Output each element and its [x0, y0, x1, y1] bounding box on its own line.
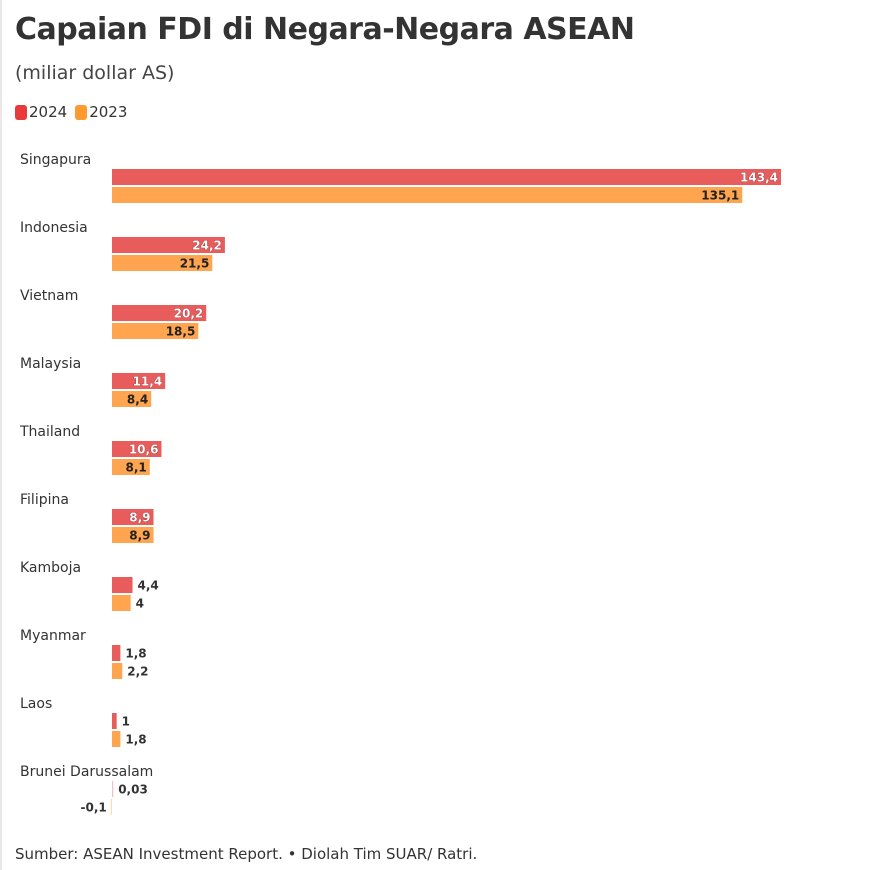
bar-2023 [112, 187, 743, 203]
legend-label: 2024 [29, 103, 68, 121]
data-label: 8,4 [127, 393, 148, 407]
legend-label: 2023 [89, 103, 128, 121]
data-label: 8,9 [129, 529, 150, 543]
bar-2024 [112, 237, 225, 253]
legend-swatch [75, 104, 88, 120]
category-label: Thailand [19, 424, 80, 440]
bar-2023 [112, 527, 154, 543]
data-label: 21,5 [180, 257, 210, 271]
source-note: Sumber: ASEAN Investment Report. • Diola… [15, 845, 478, 863]
bar-2024 [112, 305, 207, 321]
bar-2023 [112, 595, 131, 611]
category-label: Kamboja [20, 560, 81, 576]
bar-2024 [112, 713, 117, 729]
data-label: 0,03 [118, 783, 148, 797]
data-label: 4,4 [138, 579, 159, 593]
data-label: 2,2 [127, 665, 148, 679]
bar-2024 [112, 441, 162, 457]
data-label: 10,6 [129, 443, 159, 457]
category-label: Laos [20, 696, 52, 712]
data-label: 1,8 [125, 733, 146, 747]
data-label: 1,8 [125, 647, 146, 661]
data-label: 4 [136, 597, 144, 611]
category-label: Vietnam [20, 288, 78, 304]
data-label: 11,4 [133, 375, 163, 389]
data-label: 20,2 [174, 307, 204, 321]
bar-2024 [112, 577, 133, 593]
bar-2023 [112, 391, 152, 407]
category-label: Malaysia [20, 356, 81, 372]
legend-swatch [15, 104, 27, 120]
bar-2024 [112, 509, 154, 525]
category-label: Myanmar [20, 628, 86, 644]
category-label: Brunei Darussalam [20, 764, 153, 780]
legend: 2024 2023 [15, 103, 127, 121]
data-label: 1 [122, 715, 130, 729]
bar-2024 [112, 373, 166, 389]
bar-2024 [112, 781, 114, 797]
data-label: 143,4 [740, 171, 778, 185]
bar-2023 [112, 323, 199, 339]
data-label: 8,9 [129, 511, 150, 525]
bar-2024 [112, 645, 121, 661]
data-label: -0,1 [81, 801, 107, 815]
bar-2023 [110, 799, 112, 815]
legend-item-2023[interactable]: 2023 [75, 103, 127, 121]
data-label: 18,5 [166, 325, 196, 339]
bar-2023 [112, 255, 213, 271]
chart-subtitle: (miliar dollar AS) [15, 62, 175, 84]
data-label: 135,1 [701, 189, 739, 203]
bar-2023 [112, 663, 123, 679]
bar-2023 [112, 731, 121, 747]
chart-title: Capaian FDI di Negara-Negara ASEAN [15, 12, 635, 47]
category-label: Indonesia [20, 220, 88, 236]
data-label: 8,1 [126, 461, 147, 475]
category-label: Filipina [20, 492, 69, 508]
legend-item-2024[interactable]: 2024 [15, 103, 67, 121]
bar-2024 [112, 169, 781, 185]
data-label: 24,2 [192, 239, 222, 253]
category-label: Singapura [20, 152, 91, 168]
bar-2023 [112, 459, 150, 475]
